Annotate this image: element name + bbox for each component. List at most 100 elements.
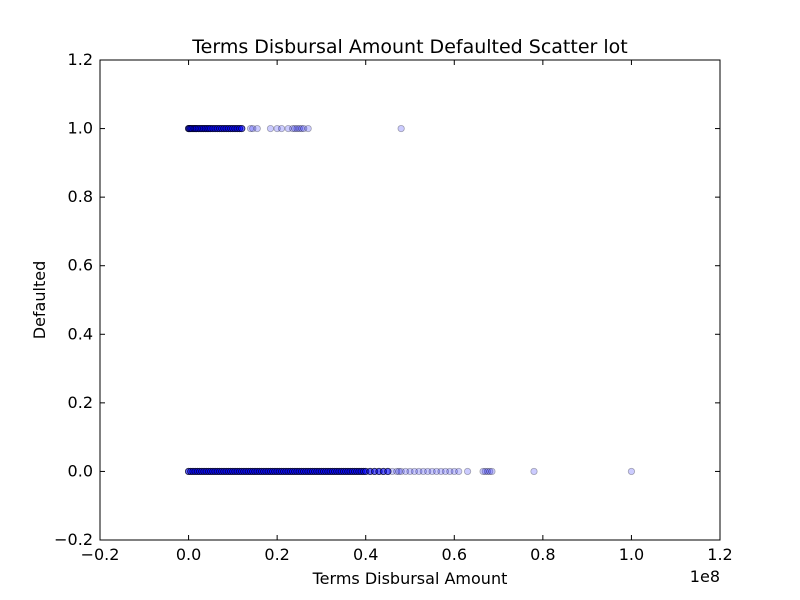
scatter-point	[222, 124, 230, 133]
y-tick-label: 1.2	[68, 50, 93, 69]
scatter-point	[273, 467, 281, 476]
scatter-point	[207, 124, 215, 133]
scatter-point	[342, 467, 350, 476]
scatter-point	[198, 467, 206, 476]
scatter-point	[190, 124, 198, 133]
scatter-point	[291, 467, 299, 476]
scatter-point	[211, 124, 219, 133]
scatter-point	[291, 467, 299, 476]
scatter-point	[335, 467, 343, 476]
scatter-point	[229, 467, 237, 476]
scatter-point	[229, 467, 237, 476]
scatter-point	[220, 467, 228, 476]
scatter-point	[333, 467, 341, 476]
scatter-point	[188, 124, 196, 133]
scatter-point	[397, 124, 405, 133]
scatter-point	[198, 124, 206, 133]
scatter-point	[255, 467, 264, 476]
scatter-point	[187, 467, 195, 476]
scatter-point	[184, 467, 193, 476]
scatter-point	[324, 467, 332, 476]
scatter-point	[280, 467, 288, 476]
scatter-point	[262, 467, 270, 476]
scatter-point	[200, 467, 208, 476]
scatter-point	[275, 467, 283, 476]
scatter-point	[227, 124, 235, 133]
scatter-point	[304, 467, 312, 476]
scatter-point	[213, 124, 221, 133]
scatter-point	[198, 124, 206, 133]
scatter-point	[362, 467, 370, 476]
scatter-point	[359, 467, 368, 476]
scatter-point	[231, 467, 239, 476]
scatter-point	[300, 467, 308, 476]
scatter-point	[202, 467, 210, 476]
scatter-point	[196, 124, 204, 133]
scatter-point	[293, 467, 301, 476]
scatter-point	[238, 467, 246, 476]
scatter-point	[353, 467, 361, 476]
scatter-point	[184, 124, 193, 133]
scatter-point	[342, 467, 350, 476]
scatter-point	[215, 124, 224, 133]
scatter-point	[242, 467, 250, 476]
scatter-point	[346, 467, 354, 476]
scatter-point	[483, 467, 492, 476]
scatter-point	[271, 467, 279, 476]
scatter-point	[224, 124, 233, 133]
scatter-point	[224, 467, 233, 476]
scatter-point	[215, 467, 224, 476]
scatter-point	[220, 124, 228, 133]
scatter-point	[308, 467, 317, 476]
scatter-point	[233, 467, 241, 476]
scatter-point	[202, 467, 210, 476]
scatter-point	[227, 467, 235, 476]
scatter-point	[196, 467, 204, 476]
scatter-point	[280, 467, 288, 476]
scatter-point	[355, 467, 363, 476]
scatter-point	[300, 467, 308, 476]
scatter-point	[238, 124, 246, 133]
scatter-point	[260, 467, 268, 476]
scatter-point	[324, 467, 332, 476]
ticks-layer: −0.2 0.0 0.2 0.4 0.6 0.8 1.0 1.2 −0.2 0.0 0.2 0.4 0.…	[54, 50, 733, 564]
scatter-point	[289, 467, 297, 476]
scatter-point	[215, 124, 224, 133]
scatter-point	[189, 467, 197, 476]
scatter-point	[370, 467, 379, 476]
scatter-point	[191, 467, 199, 476]
scatter-point	[432, 467, 441, 476]
scatter-point	[215, 124, 224, 133]
scatter-point	[260, 467, 268, 476]
scatter-point	[335, 467, 343, 476]
scatter-point	[253, 467, 261, 476]
scatter-point	[344, 467, 352, 476]
scatter-point	[297, 124, 306, 133]
scatter-point	[246, 467, 255, 476]
scatter-point	[213, 467, 221, 476]
scatter-point	[337, 467, 345, 476]
scatter-point	[242, 467, 250, 476]
scatter-point	[324, 467, 332, 476]
scatter-point	[463, 467, 472, 476]
scatter-point	[240, 467, 248, 476]
scatter-point	[297, 467, 306, 476]
scatter-point	[291, 467, 299, 476]
scatter-point	[242, 467, 250, 476]
x-tick-label: 1.2	[707, 545, 732, 564]
y-tick-label: 0.2	[68, 393, 93, 412]
scatter-point	[300, 467, 308, 476]
scatter-point	[185, 124, 194, 133]
scatter-point	[455, 467, 463, 476]
y-tick-label: 0.4	[68, 324, 93, 343]
scatter-point	[238, 467, 246, 476]
scatter-point	[191, 467, 199, 476]
scatter-point	[357, 467, 365, 476]
scatter-point	[200, 467, 208, 476]
scatter-point	[209, 467, 217, 476]
scatter-point	[255, 467, 264, 476]
scatter-point	[269, 467, 277, 476]
scatter-point	[213, 124, 221, 133]
scatter-point	[209, 467, 217, 476]
scatter-point	[284, 467, 292, 476]
